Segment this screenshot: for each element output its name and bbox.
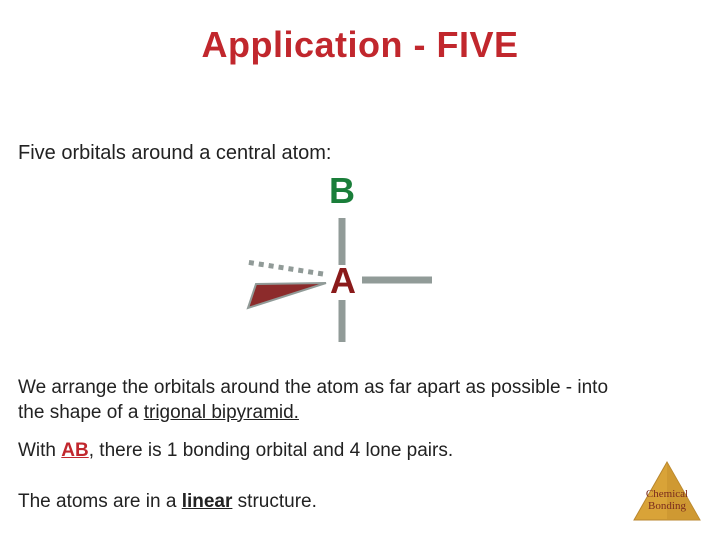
diagram-svg — [0, 170, 720, 350]
p3-text-a: The atoms are in a — [18, 491, 182, 512]
logo-line2: Bonding — [648, 500, 686, 512]
p2-text-ab: AB — [61, 440, 88, 461]
logo-line1: Chemical — [646, 488, 688, 500]
atom-label-b: B — [329, 170, 355, 212]
bond-wedge-front — [248, 283, 326, 308]
orbital-diagram: B A — [0, 170, 720, 350]
p2-text-a: With — [18, 440, 61, 461]
subtitle-text: Five orbitals around a central atom: — [18, 142, 332, 165]
p3-text-linear: linear — [182, 491, 233, 512]
p2-text-b: , there is 1 bonding orbital and 4 lone … — [89, 440, 453, 461]
atom-label-a: A — [330, 260, 356, 302]
p1-text-a: We arrange the orbitals around the atom … — [18, 377, 608, 423]
paragraph-3: The atoms are in a linear structure. — [18, 490, 638, 515]
paragraph-2: With AB, there is 1 bonding orbital and … — [18, 439, 638, 464]
slide-title: Application - FIVE — [0, 24, 720, 66]
p1-text-underlined: trigonal bipyramid. — [144, 402, 299, 423]
bond-dashed-back — [246, 262, 323, 274]
p3-text-c: structure. — [232, 491, 316, 512]
footer-logo-text: Chemical Bonding — [636, 488, 698, 512]
slide: Application - FIVE Five orbitals around … — [0, 0, 720, 540]
paragraph-1: We arrange the orbitals around the atom … — [18, 376, 618, 425]
